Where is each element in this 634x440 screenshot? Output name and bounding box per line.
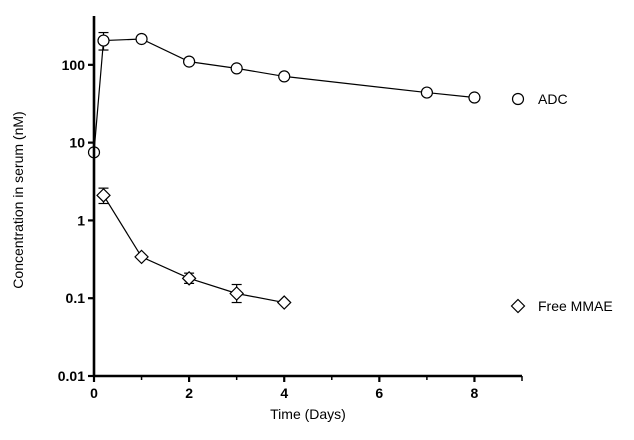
series-line: [103, 195, 285, 304]
x-tick-label: 8: [471, 385, 479, 401]
data-point: [276, 295, 292, 310]
y-tick-label: 0.1: [66, 290, 86, 306]
y-axis-title: Concentration in serum (nM): [10, 111, 26, 288]
data-point: [468, 91, 481, 104]
data-point: [183, 55, 196, 68]
series-adc: [87, 31, 481, 159]
y-tick-label: 100: [62, 57, 86, 73]
x-tick-label: 6: [375, 385, 383, 401]
series-line: [93, 38, 475, 153]
data-point: [97, 34, 110, 47]
x-tick-label: 2: [185, 385, 193, 401]
data-point: [181, 271, 197, 286]
legend-marker: [510, 298, 526, 314]
data-point: [135, 32, 148, 46]
axes: [88, 16, 523, 382]
legend-label: ADC: [538, 91, 568, 107]
plot-area: [87, 31, 481, 310]
data-point: [420, 86, 433, 99]
x-tick-label: 0: [90, 385, 98, 401]
x-axis-title: Time (Days): [270, 406, 346, 422]
legend-marker: [511, 92, 525, 106]
data-point: [230, 62, 243, 75]
legend: ADC Free MMAE: [510, 91, 613, 314]
series-free-mmae: [96, 187, 292, 310]
legend-label: Free MMAE: [538, 298, 613, 314]
tick-labels: 0 2 4 6 8 0.01 0.1 1 10 100: [58, 57, 479, 401]
y-tick-label: 1: [77, 212, 85, 228]
data-point: [278, 70, 291, 83]
data-point: [134, 249, 149, 265]
legend-item: Free MMAE: [510, 298, 613, 314]
legend-item: ADC: [511, 91, 568, 107]
y-tick-label: 10: [69, 135, 85, 151]
data-point: [96, 188, 111, 203]
data-point: [229, 286, 245, 301]
x-tick-label: 4: [280, 385, 288, 401]
y-tick-label: 0.01: [58, 368, 85, 384]
